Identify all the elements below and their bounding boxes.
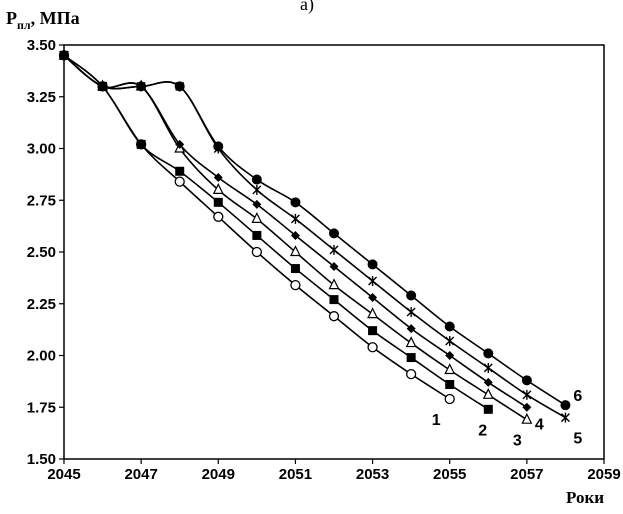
series-label-6: 6: [573, 388, 582, 405]
data-point-series-1: [328, 311, 340, 322]
data-point-series-4: [368, 293, 378, 303]
data-point-series-3: [444, 363, 456, 375]
series-line-1: [63, 54, 451, 400]
data-point-series-2: [445, 379, 455, 389]
data-point-series-1: [405, 368, 417, 380]
data-point-series-6: [97, 81, 108, 92]
data-point-series-5: [483, 362, 493, 373]
x-tick-label: 2053: [356, 466, 389, 483]
data-point-series-2: [483, 404, 493, 414]
y-tick-label: 3.00: [27, 141, 56, 158]
data-point-series-6: [560, 400, 571, 411]
y-tick-label: 2.50: [27, 244, 56, 261]
y-axis-title-unit: , МПа: [30, 8, 80, 28]
data-point-series-1: [367, 342, 378, 353]
data-point-series-4: [213, 172, 223, 182]
data-point-series-1: [251, 246, 263, 258]
data-point-series-6: [59, 50, 69, 61]
data-point-series-6: [367, 259, 378, 270]
data-point-series-2: [175, 166, 185, 176]
data-point-series-5: [445, 336, 455, 347]
series-line-5: [63, 54, 566, 419]
series-labels: 1 2 34 5 6: [432, 388, 583, 449]
data-point-series-6: [521, 375, 532, 386]
data-point-series-6: [174, 81, 185, 92]
x-tick-label: 2047: [124, 466, 157, 483]
data-point-series-1: [213, 211, 224, 222]
data-point-series-5: [329, 244, 339, 255]
data-point-series-5: [368, 275, 378, 286]
x-tick-label: 2057: [510, 466, 543, 483]
y-tick-label: 2.75: [27, 192, 56, 209]
data-point-series-2: [213, 197, 223, 207]
series-label-1: 1: [432, 412, 441, 429]
series-label-5: 5: [573, 431, 582, 448]
data-point-series-5: [290, 213, 300, 224]
y-tick-label: 3.25: [27, 89, 56, 106]
x-tick-label: 2051: [279, 466, 312, 483]
data-point-series-1: [174, 176, 185, 187]
x-tick-label: 2045: [47, 466, 80, 483]
data-point-series-3: [251, 212, 263, 223]
data-point-series-4: [483, 377, 493, 387]
series-label-3: 3: [513, 433, 522, 450]
data-point-series-3: [289, 245, 301, 257]
data-point-series-6: [213, 141, 224, 152]
y-axis-title: Pпл, МПа: [6, 8, 80, 32]
data-point-series-6: [136, 81, 147, 92]
y-tick-label: 1.75: [27, 399, 56, 416]
data-point-series-6: [329, 228, 339, 239]
data-point-series-5: [560, 412, 570, 423]
x-tick-label: 2055: [433, 466, 466, 483]
y-axis-title-main: P: [6, 8, 17, 28]
y-axis-title-subscript: пл: [17, 18, 31, 32]
axes: 2045 2047 2049 2051 2053 2055 2057 2059 1.50 1.75…: [27, 37, 621, 483]
data-point-series-2: [136, 139, 146, 149]
data-point-series-3: [212, 183, 224, 194]
data-point-series-6: [251, 174, 262, 185]
data-point-series-5: [406, 307, 416, 318]
x-axis-title: Роки: [566, 488, 605, 507]
series-markers: [58, 48, 571, 424]
data-point-series-4: [290, 230, 300, 240]
data-point-series-3: [405, 336, 417, 348]
data-point-series-4: [175, 139, 185, 149]
data-point-series-3: [328, 278, 340, 290]
y-tick-label: 3.50: [27, 37, 56, 54]
data-point-series-3: [367, 307, 379, 319]
data-point-series-2: [406, 353, 416, 363]
data-point-series-4: [252, 199, 262, 209]
series-label-4: 4: [535, 416, 544, 433]
data-point-series-4: [522, 402, 532, 412]
data-point-series-6: [483, 348, 494, 359]
y-tick-label: 1.50: [27, 451, 56, 468]
data-point-series-3: [521, 412, 533, 424]
data-point-series-2: [252, 230, 262, 240]
series-label-2: 2: [478, 422, 487, 439]
x-tick-label: 2049: [202, 466, 235, 483]
data-point-series-6: [290, 197, 301, 208]
data-point-series-2: [329, 295, 339, 305]
data-point-series-5: [252, 184, 262, 195]
data-point-series-6: [406, 290, 417, 301]
data-point-series-6: [444, 321, 455, 332]
data-point-series-4: [329, 261, 339, 271]
y-tick-label: 2.00: [27, 348, 56, 365]
data-point-series-1: [444, 393, 455, 405]
y-tick-label: 2.25: [27, 296, 56, 313]
data-point-series-4: [445, 351, 455, 360]
series-line-2: [63, 54, 489, 410]
figure-panel-label: а): [300, 0, 314, 14]
data-point-series-2: [368, 326, 378, 336]
data-point-series-2: [290, 264, 300, 274]
data-point-series-4: [406, 324, 416, 334]
data-point-series-3: [482, 387, 494, 399]
data-point-series-5: [522, 389, 532, 400]
x-tick-label: 2059: [587, 466, 620, 483]
data-point-series-1: [290, 279, 301, 291]
